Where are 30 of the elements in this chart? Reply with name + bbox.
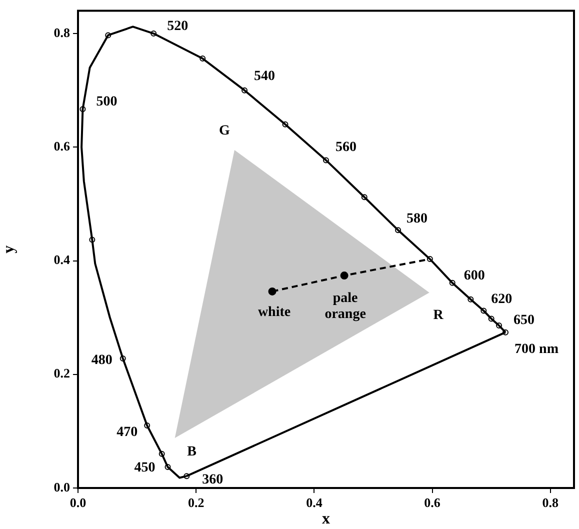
x-tick-label: 0.2	[188, 495, 204, 510]
y-tick-label: 0.6	[54, 138, 70, 154]
annotation: B	[187, 444, 197, 460]
annotation: 620	[491, 292, 512, 307]
annotation: R	[433, 308, 444, 324]
x-tick-label: 0.8	[542, 495, 560, 510]
annotation: white	[258, 305, 291, 320]
x-axis-title: x	[322, 510, 330, 528]
annotation: 700 nm	[514, 342, 559, 357]
y-tick-label: 0.8	[54, 24, 70, 40]
annotation: 470	[116, 425, 138, 440]
y-tick-label: 0.2	[54, 366, 70, 381]
annotation: 360	[202, 472, 224, 488]
annotation: 540	[254, 68, 276, 84]
annotation: G	[219, 124, 230, 139]
y-axis-title: y	[0, 245, 18, 254]
annotation: 580	[406, 212, 428, 227]
y-tick-label: 0.4	[54, 252, 70, 268]
x-tick-label: 0.6	[424, 495, 441, 510]
annotation: 480	[91, 353, 112, 368]
x-tick-label: 0.4	[306, 495, 323, 510]
annotation: 650	[514, 313, 535, 328]
annotation: 500	[96, 94, 118, 110]
annotation: 520	[167, 19, 188, 34]
annotation: 560	[336, 140, 356, 155]
x-tick-label: 0.0	[70, 495, 86, 510]
annotation: pale orange	[324, 291, 366, 322]
y-tick-label: 0.0	[54, 479, 70, 494]
annotation: 450	[134, 460, 156, 476]
annotation: 600	[464, 268, 485, 284]
